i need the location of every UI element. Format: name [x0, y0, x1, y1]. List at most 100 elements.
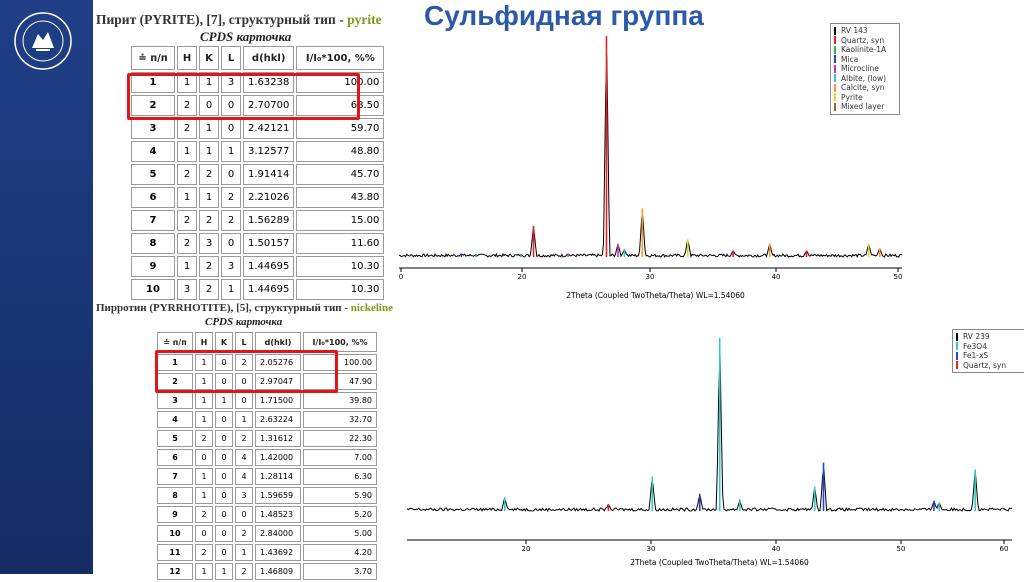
table-row: 7 1 0 4 1.28114 6.30 [157, 468, 377, 485]
legend-swatch [834, 64, 836, 73]
pyrrhotite-cpds-table: ≐ п/п H K L d(hkl) I/I₀*100, %% 1 1 0 2 2.05… [155, 330, 379, 582]
table-cell: 2 [177, 233, 197, 254]
table-row: 2 1 0 0 2.97047 47.90 [157, 373, 377, 390]
table-cell: 1 [177, 187, 197, 208]
slide-title: Сульфидная группа [424, 0, 704, 31]
legend-swatch [834, 102, 836, 111]
pyrite-structure-type: pyrite [347, 12, 382, 27]
table-cell: 0 [195, 449, 213, 466]
table-row: 10 0 0 2 2.84000 5.00 [157, 525, 377, 542]
table-cell: 0 [199, 95, 219, 116]
pyrrhotite-heading: Пирротин (PYRRHOTITE), [5], структурный … [96, 302, 393, 314]
legend-swatch [956, 332, 958, 341]
pyrite-heading: Пирит (PYRITE), [7], структурный тип - p… [96, 12, 382, 28]
table-cell: 4 [235, 449, 253, 466]
table-cell: 0 [221, 233, 241, 254]
table-cell: 11 [157, 544, 193, 561]
legend-label: RV 239 [963, 332, 990, 341]
legend-label: Kaolinite-1A [841, 45, 887, 54]
table-row: 9 1 2 3 1.44695 10.30 [131, 256, 385, 277]
table-cell: 2.21026 [243, 187, 295, 208]
column-header: H [177, 46, 197, 70]
table-row: 7 2 2 2 1.56289 15.00 [131, 210, 385, 231]
table-cell: 3 [199, 233, 219, 254]
legend-entry: RV 143 [834, 26, 896, 36]
table-row: 6 1 1 2 2.21026 43.80 [131, 187, 385, 208]
legend-entry: Fe3O4 [956, 342, 1022, 352]
table-header-row: ≐ п/п H K L d(hkl) I/I₀*100, %% [157, 332, 377, 352]
table-cell: 5 [157, 430, 193, 447]
table-cell: 3.12577 [243, 141, 295, 162]
table-cell: 1.44695 [243, 256, 295, 277]
table-cell: 1.48523 [255, 506, 301, 523]
university-logo-icon [14, 12, 72, 70]
table-cell: 4 [157, 411, 193, 428]
table-cell: 100.00 [303, 354, 377, 371]
legend-entry: Microcline [834, 64, 896, 74]
legend-label: Pyrite [841, 92, 863, 102]
legend-label: Fe1-xS [963, 351, 989, 360]
legend-swatch [834, 55, 836, 64]
table-cell: 68.50 [296, 95, 385, 116]
x-tick-label: 40 [772, 545, 781, 553]
table-cell: 1.56289 [243, 210, 295, 231]
column-header: I/I₀*100, %% [296, 46, 385, 70]
table-cell: 9 [131, 256, 175, 277]
table-row: 1 1 0 2 2.05276 100.00 [157, 354, 377, 371]
table-cell: 5.00 [303, 525, 377, 542]
table-cell: 0 [215, 430, 233, 447]
table-cell: 48.80 [296, 141, 385, 162]
legend-label: Microcline [841, 64, 879, 73]
table-cell: 1 [235, 544, 253, 561]
table-cell: 1.91414 [243, 164, 295, 185]
legend-swatch [834, 83, 836, 92]
table-cell: 15.00 [296, 210, 385, 231]
table-row: 9 2 0 0 1.48523 5.20 [157, 506, 377, 523]
table-cell: 1.43692 [255, 544, 301, 561]
table-cell: 4 [131, 141, 175, 162]
table-cell: 4 [235, 468, 253, 485]
legend-label: Mica [841, 54, 859, 64]
table-cell: 2 [235, 430, 253, 447]
legend-swatch [956, 361, 958, 370]
table-cell: 1 [221, 141, 241, 162]
table-cell: 22.30 [303, 430, 377, 447]
legend-swatch [834, 36, 836, 45]
table-cell: 2.70700 [243, 95, 295, 116]
table-cell: 3 [221, 256, 241, 277]
table-cell: 45.70 [296, 164, 385, 185]
table-cell: 0 [235, 373, 253, 390]
legend-swatch [834, 45, 836, 54]
legend-swatch [834, 26, 836, 35]
table-cell: 2 [131, 95, 175, 116]
table-row: 4 1 1 1 3.12577 48.80 [131, 141, 385, 162]
legend-label: Quartz, syn [963, 360, 1007, 370]
legend-label: Albite, (low) [841, 73, 887, 83]
table-cell: 2 [235, 525, 253, 542]
table-cell: 7 [157, 468, 193, 485]
diffraction-pattern-line [406, 352, 1013, 513]
table-cell: 2 [221, 187, 241, 208]
x-tick-label: 60 [1000, 545, 1009, 553]
table-cell: 0 [235, 506, 253, 523]
legend-label: Quartz, syn [841, 35, 885, 45]
table-cell: 0 [221, 164, 241, 185]
table-cell: 3 [235, 487, 253, 504]
table-cell: 11.60 [296, 233, 385, 254]
x-tick-label: 30 [646, 273, 655, 281]
x-tick-label: 50 [894, 273, 903, 281]
pyrite-cpds-table: ≐ п/п H K L d(hkl) I/I₀*100, %% 1 1 1 3 1.63… [129, 44, 387, 302]
chart-1-legend: RV 143 Quartz, syn Kaolinite-1A Mica Microcl… [830, 23, 900, 115]
chart-2-legend: RV 239 Fe3O4 Fe1-xS Quartz, syn [952, 329, 1024, 373]
legend-entry: Quartz, syn [956, 361, 1022, 371]
table-cell: 1 [177, 72, 197, 93]
table-cell: 9 [157, 506, 193, 523]
column-header: K [199, 46, 219, 70]
table-cell: 0 [215, 449, 233, 466]
table-cell: 2 [177, 210, 197, 231]
table-header-row: ≐ п/п H K L d(hkl) I/I₀*100, %% [131, 46, 385, 70]
legend-label: Fe3O4 [963, 341, 987, 351]
x-tick-label: 50 [897, 545, 906, 553]
table-cell: 10 [157, 525, 193, 542]
diffraction-pattern-line [398, 55, 903, 259]
